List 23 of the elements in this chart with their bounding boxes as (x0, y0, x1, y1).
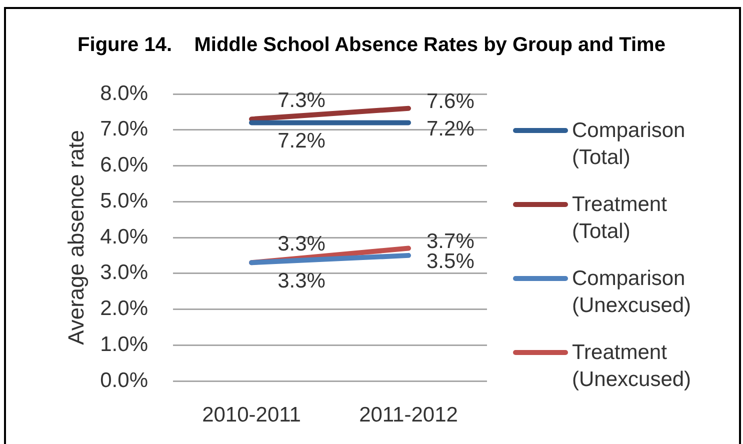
y-tick-label: 7.0% (100, 118, 148, 141)
y-tick-label: 0.0% (100, 368, 148, 392)
x-tick-label: 2011-2012 (359, 403, 458, 426)
data-label: 7.3% (278, 88, 326, 112)
legend-label: Treatment (Total) (572, 192, 668, 245)
legend-label: Comparison (Unexcused) (572, 266, 692, 319)
y-tick-label: 1.0% (100, 332, 148, 356)
y-tick-label: 2.0% (100, 297, 148, 320)
chart-title: Figure 14. Middle School Absence Rates by Group and Time (78, 33, 666, 58)
y-axis-title: Average absence rate (63, 130, 88, 345)
legend-label: Comparison (Total) (572, 118, 686, 171)
data-label: 3.3% (278, 269, 326, 292)
data-label: 7.2% (426, 117, 474, 140)
data-label: 7.6% (426, 90, 474, 114)
y-tick-label: 3.0% (100, 261, 148, 284)
data-label: 7.2% (278, 129, 326, 152)
y-tick-label: 8.0% (100, 82, 148, 105)
y-tick-label: 4.0% (100, 225, 148, 248)
y-tick-label: 6.0% (100, 154, 148, 177)
y-tick-label: 5.0% (100, 189, 148, 212)
data-label: 3.3% (278, 232, 326, 256)
legend-label: Treatment (Unexcused) (572, 340, 692, 393)
x-tick-label: 2010-2011 (202, 403, 301, 426)
